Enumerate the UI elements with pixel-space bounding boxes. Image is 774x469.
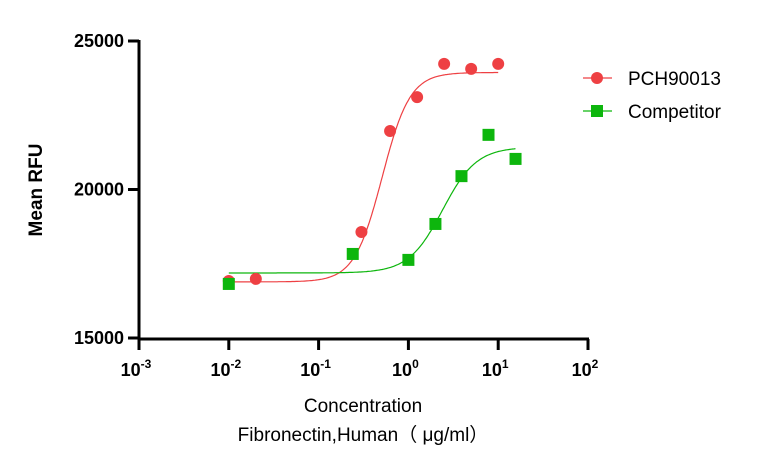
x-tick-label: 10-3	[121, 357, 152, 380]
x-tick-exponent: -2	[230, 357, 241, 371]
x-tick-label: 10-2	[210, 357, 241, 380]
data-point-pch90013	[355, 225, 368, 238]
data-point-competitor	[482, 128, 495, 141]
data-point-competitor	[402, 253, 415, 266]
x-tick-exponent: 0	[412, 357, 419, 371]
x-axis-label: Concentration	[304, 396, 422, 417]
legend-marker-square	[591, 105, 603, 117]
fit-curve-competitor	[228, 148, 516, 274]
x-axis-label-units: Fibronectin,Human（ μg/ml）	[238, 424, 489, 446]
data-point-competitor	[509, 152, 522, 165]
x-tick-label: 100	[392, 357, 419, 380]
axes	[137, 40, 589, 341]
x-tick-base: 10	[300, 360, 320, 380]
data-point-competitor	[222, 277, 235, 290]
data-point-competitor	[346, 247, 359, 260]
x-tick-exponent: 1	[502, 357, 509, 371]
x-tick-label: 10-1	[300, 357, 331, 380]
data-point-pch90013	[249, 272, 262, 285]
data-point-pch90013	[384, 124, 397, 137]
data-point-pch90013	[492, 57, 505, 70]
data-point-pch90013	[411, 91, 424, 104]
data-point-pch90013	[465, 62, 478, 75]
x-tick-base: 10	[572, 360, 592, 380]
x-tick-base: 10	[210, 360, 230, 380]
y-tick-label: 15000	[74, 328, 124, 348]
x-tick-base: 10	[121, 360, 141, 380]
legend-label: PCH90013	[628, 69, 721, 90]
x-tick-base: 10	[392, 360, 412, 380]
x-tick-label: 102	[572, 357, 599, 380]
fit-curve-pch90013	[228, 71, 499, 283]
x-tick-exponent: -3	[141, 357, 152, 371]
x-tick-base: 10	[482, 360, 502, 380]
y-tick-label: 20000	[74, 180, 124, 200]
data-point-competitor	[429, 217, 442, 230]
legend-marker-circle	[591, 72, 603, 84]
y-tick-label: 25000	[74, 31, 124, 51]
x-tick-label: 101	[482, 357, 509, 380]
y-axis-label: Mean RFU	[26, 144, 47, 237]
x-tick-exponent: -1	[320, 357, 331, 371]
legend: PCH90013 Competitor	[583, 69, 722, 123]
data-point-pch90013	[438, 57, 451, 70]
x-tick-exponent: 2	[592, 357, 599, 371]
data-point-competitor	[455, 170, 468, 183]
legend-label: Competitor	[628, 102, 722, 123]
